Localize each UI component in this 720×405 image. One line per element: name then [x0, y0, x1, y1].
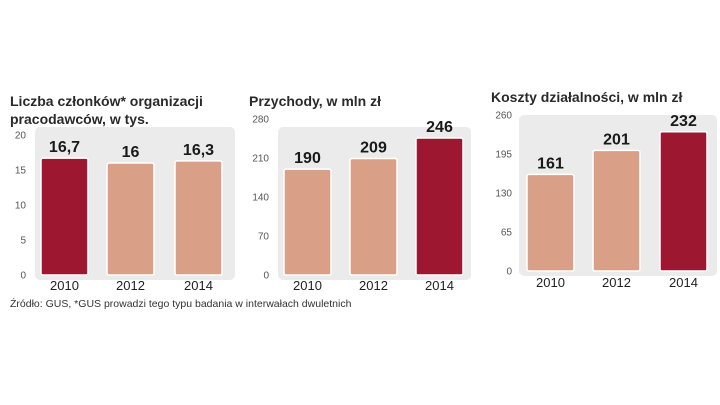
chart-2-value-label: 190: [294, 150, 321, 167]
source-note: Źródło: GUS, *GUS prowadzi tego typu bad…: [10, 298, 352, 310]
chart-3-value-label: 161: [537, 155, 564, 172]
chart-1-category-label: 2014: [184, 278, 213, 293]
chart-3: 0 65 130 195 260 161 2010 201 2012 232 2014: [495, 111, 717, 290]
chart-1-bar: [106, 162, 155, 276]
chart-1-value-label: 16,7: [49, 139, 80, 156]
chart-1-category-label: 2012: [116, 278, 145, 293]
chart-3-category-label: 2012: [602, 275, 631, 290]
chart-3-y-tick-label: 260: [495, 111, 512, 122]
chart-2: 0 70 140 210 280 190 2010 209 2012 246 2014: [252, 115, 471, 293]
chart-1-bar: [40, 157, 89, 276]
chart-2-bar: [349, 157, 398, 276]
chart-2-y-tick-label: 0: [263, 271, 269, 282]
chart-2-value-label: 209: [360, 140, 387, 157]
chart-3-y-tick-label: 195: [495, 150, 512, 161]
chart-3-value-label: 201: [603, 131, 630, 148]
chart-1-y-tick-label: 15: [15, 166, 27, 177]
chart-3-y-tick-label: 0: [506, 267, 512, 278]
chart-2-y-tick-label: 280: [252, 115, 269, 126]
chart-3-title-line-1: Koszty działalności, w mln zł: [491, 89, 683, 105]
chart-1-title-line-1: Liczba członków* organizacji: [10, 93, 203, 109]
chart-2-y-tick-label: 70: [258, 232, 270, 243]
chart-3-category-label: 2010: [536, 275, 565, 290]
chart-1-y-tick-label: 0: [20, 271, 26, 282]
chart-3-category-label: 2014: [669, 275, 698, 290]
chart-3-y-tick-label: 130: [495, 189, 512, 200]
chart-1-bar: [174, 160, 223, 276]
chart-3-title: Koszty działalności, w mln zł: [491, 88, 682, 106]
chart-3-bar: [592, 149, 641, 272]
chart-1-category-label: 2010: [50, 278, 79, 293]
chart-2-y-tick-label: 210: [252, 154, 269, 165]
chart-3-bar: [659, 131, 708, 272]
chart-3-y-tick-label: 65: [501, 228, 513, 239]
chart-2-bar: [283, 168, 332, 276]
chart-1-value-label: 16: [122, 144, 140, 161]
chart-3-bar: [526, 173, 575, 272]
chart-2-title-line-1: Przychody, w mln zł: [249, 93, 381, 109]
chart-2-bar: [415, 137, 464, 276]
chart-2-category-label: 2014: [425, 278, 454, 293]
chart-1-y-tick-label: 5: [20, 236, 26, 247]
chart-2-category-label: 2012: [359, 278, 388, 293]
chart-2-y-tick-label: 140: [252, 193, 269, 204]
chart-1: 0 5 10 15 20 16,7 2010 16 2012 16,3 2014: [15, 127, 235, 293]
chart-1-value-label: 16,3: [183, 142, 214, 159]
chart-2-category-label: 2010: [293, 278, 322, 293]
chart-1-title-line-2: pracodawców, w tys.: [10, 111, 149, 127]
chart-3-value-label: 232: [670, 113, 697, 130]
chart-1-y-tick-label: 20: [15, 131, 27, 142]
chart-2-title: Przychody, w mln zł: [249, 92, 381, 110]
chart-2-value-label: 246: [426, 119, 453, 136]
chart-1-y-tick-label: 10: [15, 201, 27, 212]
chart-1-title: Liczba członków* organizacji pracodawców…: [10, 92, 203, 128]
